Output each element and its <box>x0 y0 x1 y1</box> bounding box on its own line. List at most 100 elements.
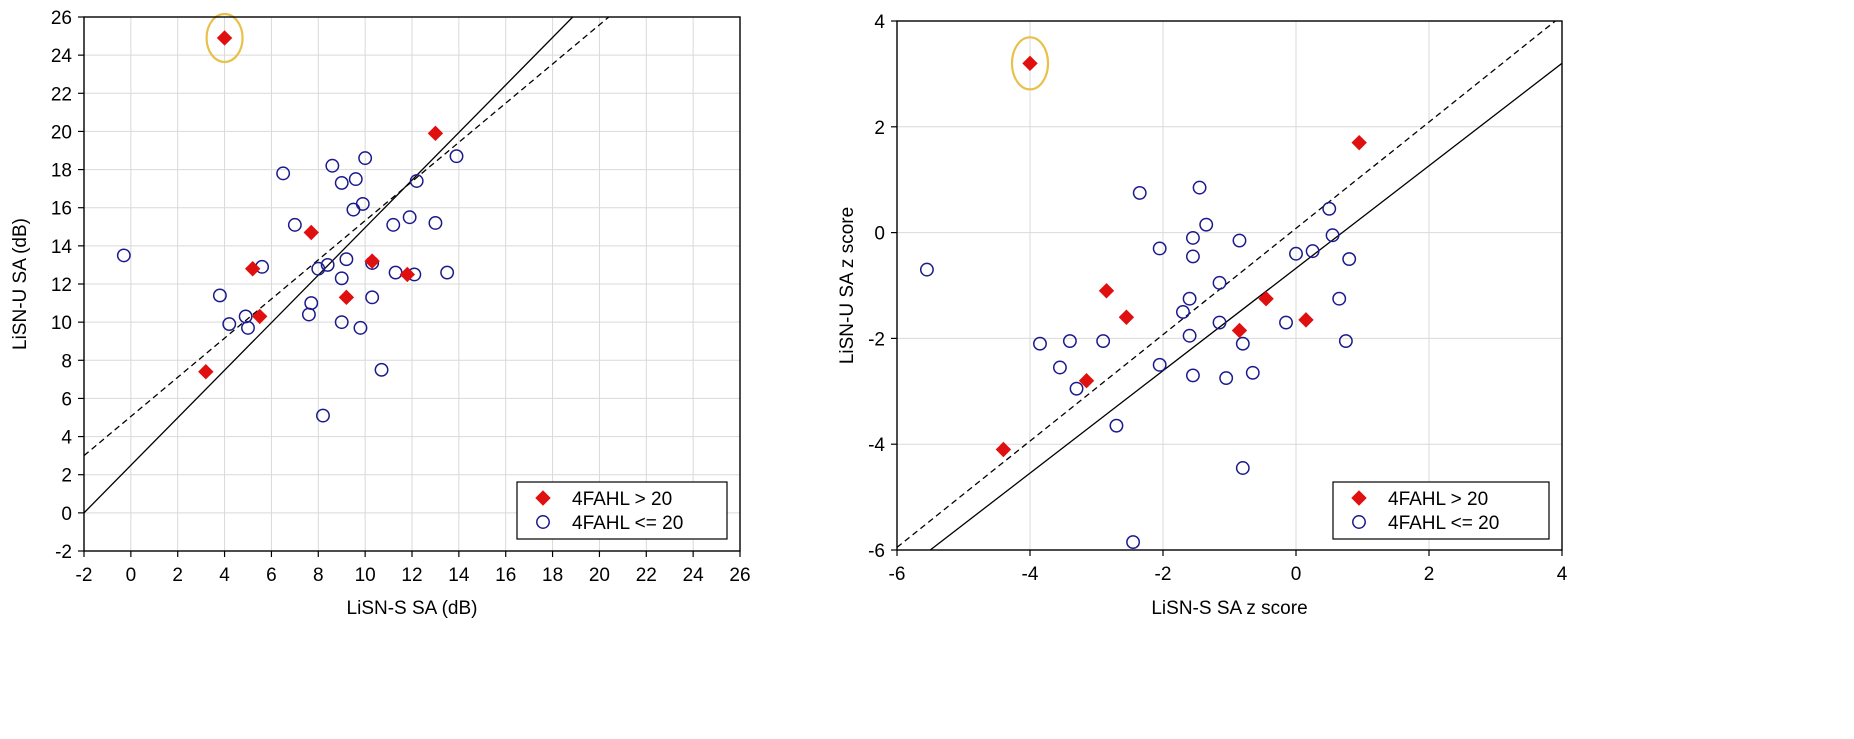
chart-1-x-tick-label: 4 <box>1557 564 1568 585</box>
chart-0-point-circle <box>365 290 380 305</box>
chart-1-highlight-ellipse <box>1010 36 1050 91</box>
chart-1-plot-border <box>896 20 1563 551</box>
chart-1-point-circle <box>1069 381 1084 396</box>
chart-0-y-tick-label: 4 <box>61 428 72 449</box>
chart-0-y-tick-label: 2 <box>61 466 72 487</box>
chart-1-point-circle <box>1279 315 1293 330</box>
chart-1-point-circle <box>1033 336 1047 351</box>
chart-0-legend: 4FAHL > 20 4FAHL <= 20 <box>516 481 728 540</box>
chart-0-point-circle <box>241 320 255 335</box>
chart-1-point-circle <box>1212 315 1227 330</box>
chart-0-y-tick-label: 12 <box>51 275 72 296</box>
chart-0-point-circle <box>334 271 349 286</box>
chart-1-point-diamond <box>1118 309 1135 325</box>
chart-0-point-circle <box>311 261 326 276</box>
chart-0-point-circle <box>320 257 335 272</box>
chart-1-point-circle <box>1342 252 1357 266</box>
chart-0-point-circle <box>222 317 237 331</box>
chart-0-x-tick-label: 10 <box>355 565 376 586</box>
chart-1-point-circle <box>1109 418 1124 433</box>
chart-1-legend-label: 4FAHL <= 20 <box>1388 513 1499 534</box>
chart-1-y-tick-label: -2 <box>868 329 885 350</box>
chart-0-x-tick-label: 22 <box>636 565 657 586</box>
chart-0-x-tick-label: 26 <box>729 565 750 586</box>
chart-1-point-circle <box>1212 275 1227 290</box>
chart-1-y-tick-label: 2 <box>874 118 885 139</box>
chart-1-point-circle <box>1245 365 1260 380</box>
chart-1-point-circle <box>1219 371 1234 386</box>
chart-0-point-circle <box>353 320 368 335</box>
chart-1-point-circle <box>1235 336 1250 351</box>
chart-0-point-diamond <box>399 266 416 283</box>
chart-0-dashed-line <box>84 17 610 457</box>
chart-0-point-diamond <box>364 253 380 269</box>
chart-0-point-diamond <box>198 364 214 380</box>
chart-0-legend-box <box>516 481 728 540</box>
chart-1-point-circle <box>1052 360 1067 375</box>
chart-1-point-circle <box>1126 535 1141 550</box>
chart-0-point-circle <box>386 217 401 232</box>
chart-1-point-circle <box>1199 217 1214 232</box>
chart-1-point-diamond <box>1231 322 1248 339</box>
chart-1-legend-circle-icon <box>1352 515 1366 529</box>
chart-0-point-circle <box>325 158 340 173</box>
chart-1-point-circle <box>1305 244 1320 259</box>
chart-1-y-tick-label: -6 <box>868 541 885 562</box>
chart-0-point-diamond <box>252 308 268 325</box>
chart-0-x-tick-label: 24 <box>683 565 705 586</box>
chart-0-y-tick-label: 6 <box>61 389 72 410</box>
chart-1-y-tick-label: 4 <box>874 12 885 33</box>
chart-0-point-circle <box>334 175 349 190</box>
chart-1-y-tick-label: -4 <box>868 435 885 456</box>
chart-0-point-circle <box>402 210 417 225</box>
chart-1-point-diamond <box>1351 134 1367 151</box>
chart-1-x-tick-label: -2 <box>1155 564 1172 585</box>
chart-0-x-axis-title: LiSN-S SA (dB) <box>347 598 478 619</box>
chart-0-x-tick-label: 18 <box>542 565 563 586</box>
chart-0-x-tick-label: 6 <box>266 565 277 586</box>
chart-1-y-axis-title: LiSN-U SA z score <box>837 207 858 364</box>
chart-0-point-circle <box>409 174 424 188</box>
chart-0-point-circle <box>348 172 363 187</box>
chart-0-point-circle <box>428 216 443 230</box>
chart-0-point-diamond <box>338 289 355 306</box>
chart-1-x-axis-title: LiSN-S SA z score <box>1151 598 1307 619</box>
chart-0-x-tick-label: 8 <box>313 565 324 586</box>
chart-0-legend-label: 4FAHL <= 20 <box>572 513 683 534</box>
chart-0-point-circle <box>334 315 349 330</box>
chart-1-point-circle <box>1332 291 1347 306</box>
chart-1-point-diamond <box>1298 312 1314 328</box>
chart-0-y-tick-label: 22 <box>51 84 72 105</box>
chart-0-point-circle <box>374 362 389 377</box>
chart-0-point-circle <box>304 296 319 311</box>
chart-1-point-circle <box>1096 334 1111 348</box>
chart-1-point-circle <box>1152 357 1167 372</box>
chart-0-point-circle <box>287 217 302 232</box>
chart-0-y-axis-title: LiSN-U SA (dB) <box>10 218 31 350</box>
chart-0-point-circle <box>316 408 330 423</box>
chart-1-identity-line <box>929 62 1562 550</box>
chart-0-legend-label: 4FAHL > 20 <box>572 489 672 510</box>
chart-0-x-tick-label: 16 <box>495 565 516 586</box>
chart-0-point-diamond <box>244 261 261 277</box>
chart-1-legend: 4FAHL > 20 4FAHL <= 20 <box>1332 481 1550 540</box>
chart-0-x-tick-label: 20 <box>589 565 610 586</box>
chart-0-y-tick-label: 20 <box>51 122 72 143</box>
chart-1-point-circle <box>1325 228 1340 243</box>
chart-1-point-diamond <box>995 441 1012 458</box>
chart-1-legend-diamond-icon <box>1351 490 1367 506</box>
chart-1-point-circle <box>1152 241 1167 256</box>
chart-1-legend-label: 4FAHL > 20 <box>1388 489 1488 510</box>
chart-0-point-diamond <box>303 224 319 241</box>
chart-0-x-tick-label: 14 <box>448 565 470 586</box>
chart-1-point-circle <box>1182 291 1197 306</box>
chart-1-point-diamond <box>1078 373 1095 389</box>
chart-0-point-circle <box>449 149 464 164</box>
chart-1-point-circle <box>1185 230 1200 245</box>
chart-1-point-circle <box>1289 246 1303 261</box>
chart-1-x-tick-label: 0 <box>1291 564 1302 585</box>
chart-1-point-circle <box>919 262 934 277</box>
chart-1-y-tick-label: 0 <box>874 224 885 245</box>
chart-0-point-circle <box>355 196 370 211</box>
chart-0-y-tick-label: 8 <box>61 351 72 372</box>
